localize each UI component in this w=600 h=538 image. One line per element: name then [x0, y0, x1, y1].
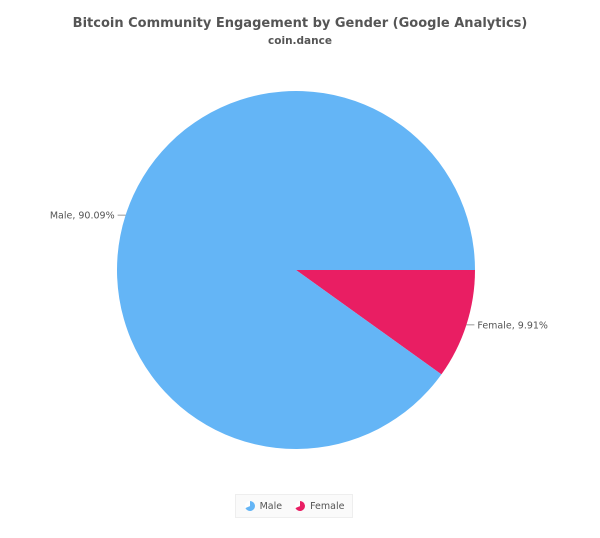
chart-title: Bitcoin Community Engagement by Gender (… — [72, 16, 528, 31]
chart-subtitle: coin.dance — [268, 35, 332, 47]
pie-slices — [117, 91, 475, 449]
slice-label-female: Female, 9.91% — [477, 320, 548, 331]
pie-icon — [295, 500, 306, 511]
legend-label-male: Male — [259, 500, 283, 512]
slice-label-male: Male, 90.09% — [50, 211, 115, 222]
pie-slice-male[interactable] — [117, 91, 475, 449]
label-leaders — [117, 214, 475, 326]
legend-item-female[interactable]: Female — [294, 500, 344, 512]
pie-slice-female[interactable] — [296, 270, 475, 375]
legend-item-male[interactable]: Male — [244, 500, 283, 512]
legend-label-female: Female — [310, 500, 345, 512]
chart-legend: Male Female — [235, 494, 353, 518]
pie-icon — [244, 500, 255, 511]
slice-labels: Female, 9.91% Male, 90.09% — [50, 211, 548, 332]
